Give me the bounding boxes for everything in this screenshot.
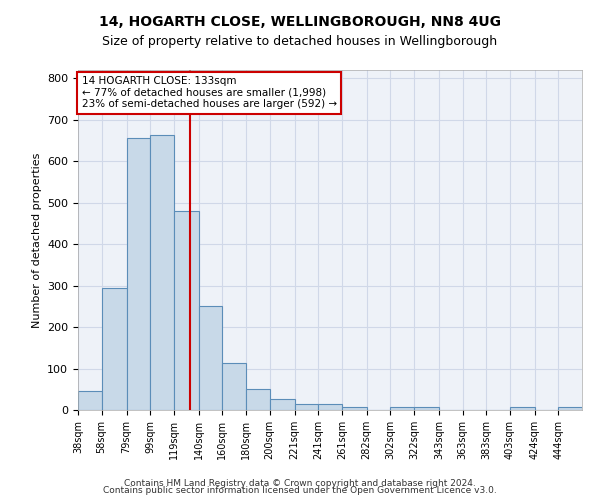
Text: Contains public sector information licensed under the Open Government Licence v3: Contains public sector information licen… bbox=[103, 486, 497, 495]
Bar bbox=[295, 404, 318, 410]
Bar bbox=[559, 406, 582, 410]
Bar bbox=[510, 406, 535, 410]
Text: 14 HOGARTH CLOSE: 133sqm
← 77% of detached houses are smaller (1,998)
23% of sem: 14 HOGARTH CLOSE: 133sqm ← 77% of detach… bbox=[82, 76, 337, 110]
Text: Size of property relative to detached houses in Wellingborough: Size of property relative to detached ho… bbox=[103, 35, 497, 48]
Bar bbox=[318, 404, 342, 410]
Bar bbox=[199, 306, 223, 410]
Bar bbox=[78, 392, 101, 410]
Bar bbox=[414, 406, 439, 410]
Bar bbox=[127, 138, 150, 410]
Bar bbox=[269, 399, 295, 410]
Bar bbox=[174, 211, 199, 410]
Y-axis label: Number of detached properties: Number of detached properties bbox=[32, 152, 41, 328]
Bar bbox=[101, 288, 127, 410]
Text: 14, HOGARTH CLOSE, WELLINGBOROUGH, NN8 4UG: 14, HOGARTH CLOSE, WELLINGBOROUGH, NN8 4… bbox=[99, 15, 501, 29]
Text: Contains HM Land Registry data © Crown copyright and database right 2024.: Contains HM Land Registry data © Crown c… bbox=[124, 478, 476, 488]
Bar bbox=[223, 363, 246, 410]
Bar bbox=[391, 406, 414, 410]
Bar bbox=[150, 135, 174, 410]
Bar bbox=[342, 406, 367, 410]
Bar bbox=[246, 390, 269, 410]
